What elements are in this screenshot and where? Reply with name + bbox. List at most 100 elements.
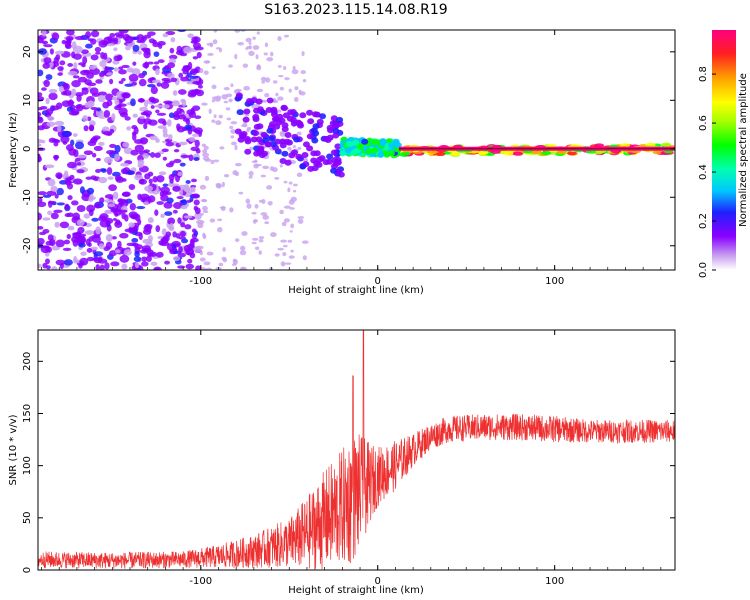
spectrogram-noise-blob (187, 258, 193, 264)
spectrogram-speckle (274, 176, 280, 180)
spectrogram-noise-blob (77, 154, 87, 159)
spectrogram-noise-blob (66, 30, 75, 36)
spectrogram-speckle (234, 162, 242, 167)
spectrogram-noise-blob (45, 258, 50, 265)
spectrogram-noise-blob (91, 217, 99, 222)
spectrogram-speckle (207, 52, 214, 56)
spectrogram-noise-blob (111, 236, 117, 240)
spectrogram-noise-blob (143, 50, 151, 59)
spectrogram-speckle (203, 261, 211, 266)
spectrogram-noise-blob (71, 88, 77, 97)
spectrogram-speckle (237, 41, 245, 46)
spectrogram-speckle (296, 131, 302, 136)
spectrogram-noise-blob (47, 116, 55, 121)
spectrogram-speckle (242, 122, 248, 128)
spectrogram-speckle (238, 191, 244, 195)
spectrogram-speckle (232, 259, 238, 265)
spectrogram-noise-blob (64, 203, 70, 210)
spectrogram-noise-blob (162, 127, 168, 135)
spectrogram-noise-blob (150, 261, 158, 266)
spectrogram-noise-blob (111, 113, 116, 121)
spectrogram-noise-blob (195, 265, 202, 270)
spectrogram-noise-blob (143, 34, 152, 39)
spectrogram-tone-blob (332, 128, 340, 135)
spectrogram-noise-blob (167, 217, 176, 225)
spectrogram-noise-blob (154, 267, 160, 270)
spectrogram-speckle (262, 165, 270, 170)
spectrogram-noise-blob (42, 194, 52, 198)
spectrogram-noise-blob (162, 120, 167, 126)
spectrogram-noise-blob (118, 69, 127, 75)
spectrogram-noise-blob (38, 143, 42, 147)
spectrogram-noise-blob (42, 262, 48, 269)
snr-x-tick-label: -100 (189, 576, 212, 587)
colorbar-tick-label: 0.8 (698, 66, 709, 82)
spectrogram-tone-blob (257, 145, 265, 152)
spectrogram-noise-blob (176, 195, 184, 200)
spectrogram-noise-blob (166, 119, 172, 127)
spectrogram-noise-blob (72, 212, 80, 221)
spectrogram-noise-blob (71, 80, 81, 88)
spectrogram-noise-blob (190, 107, 195, 113)
colorbar: 0.0 0.2 0.4 0.6 0.8 Normalized spectral ampl… (698, 30, 749, 278)
spectrogram-noise-blob (150, 105, 155, 109)
spectrogram-noise-blob (158, 240, 166, 246)
spectrogram-tone-blob (266, 97, 274, 104)
snr-background (38, 330, 675, 570)
spectrogram-noise-blob (76, 204, 86, 213)
spectrogram-noise-blob (48, 92, 58, 101)
spectrogram-noise-blob (187, 33, 194, 39)
spectrogram-noise-blob (71, 41, 77, 50)
snr-panel: -100 0 100 0 50 100 150 200 Height of straight… (8, 329, 676, 596)
spectrogram-noise-blob (177, 30, 187, 33)
spectrogram-noise-blob (121, 192, 130, 197)
spectrogram-noise-blob (149, 135, 158, 141)
spectrogram-frame (37, 29, 676, 271)
spectrogram-noise-blob (96, 157, 101, 162)
spectrogram-y-tick-label: 0 (22, 146, 33, 152)
spectrogram-tone-blob (234, 128, 242, 135)
spectrogram-tone-blob (279, 158, 287, 165)
spectrogram-noise-blob (160, 81, 170, 89)
spectrogram-speckle (277, 36, 282, 42)
spectrogram-speckle (209, 218, 216, 223)
spectrogram-noise-blob (75, 141, 85, 150)
spectrogram-noise-blob (67, 63, 74, 67)
spectrogram-noise-blob (45, 97, 50, 105)
spectrogram-speckle (253, 159, 258, 163)
spectrogram-noise-blob (114, 153, 121, 161)
spectrogram-noise-blob (161, 148, 169, 153)
spectrogram-noise-blob (157, 235, 163, 240)
spectrogram-noise-blob (50, 105, 60, 111)
spectrogram-speckle (202, 149, 208, 154)
spectrogram-noise-blob (147, 31, 156, 36)
spectrogram-noise-blob (76, 94, 82, 102)
spectrogram-noise-blob (182, 65, 189, 69)
spectrogram-noise-blob (197, 84, 203, 89)
spectrogram-tone-blob (556, 150, 567, 155)
spectrogram-noise-blob (156, 112, 167, 116)
spectrogram-speckle (210, 159, 215, 165)
spectrogram-tone-blob (334, 143, 342, 150)
spectrogram-noise-blob (163, 201, 173, 209)
spectrogram-noise-blob (178, 246, 183, 253)
spectrogram-speckle (272, 97, 277, 103)
spectrogram-tone-blob (594, 143, 605, 148)
spectrogram-noise-blob (62, 247, 72, 252)
spectrogram-tone-blob (269, 141, 277, 148)
spectrogram-noise-blob (105, 241, 113, 250)
spectrogram-speckle (199, 267, 207, 270)
spectrogram-speckle (248, 50, 255, 57)
spectrogram-noise-blob (121, 64, 130, 69)
spectrogram-speckle (277, 96, 284, 101)
spectrogram-noise-blob (186, 72, 192, 77)
spectrogram-tone-blob (332, 132, 340, 139)
spectrogram-noise-blob (63, 259, 73, 266)
spectrogram-noise-blob (75, 104, 81, 110)
spectrogram-noise-blob (180, 76, 189, 82)
spectrogram-tone-blob (270, 111, 278, 118)
spectrogram-noise-blob (46, 190, 57, 196)
spectrogram-noise-blob (191, 228, 197, 233)
